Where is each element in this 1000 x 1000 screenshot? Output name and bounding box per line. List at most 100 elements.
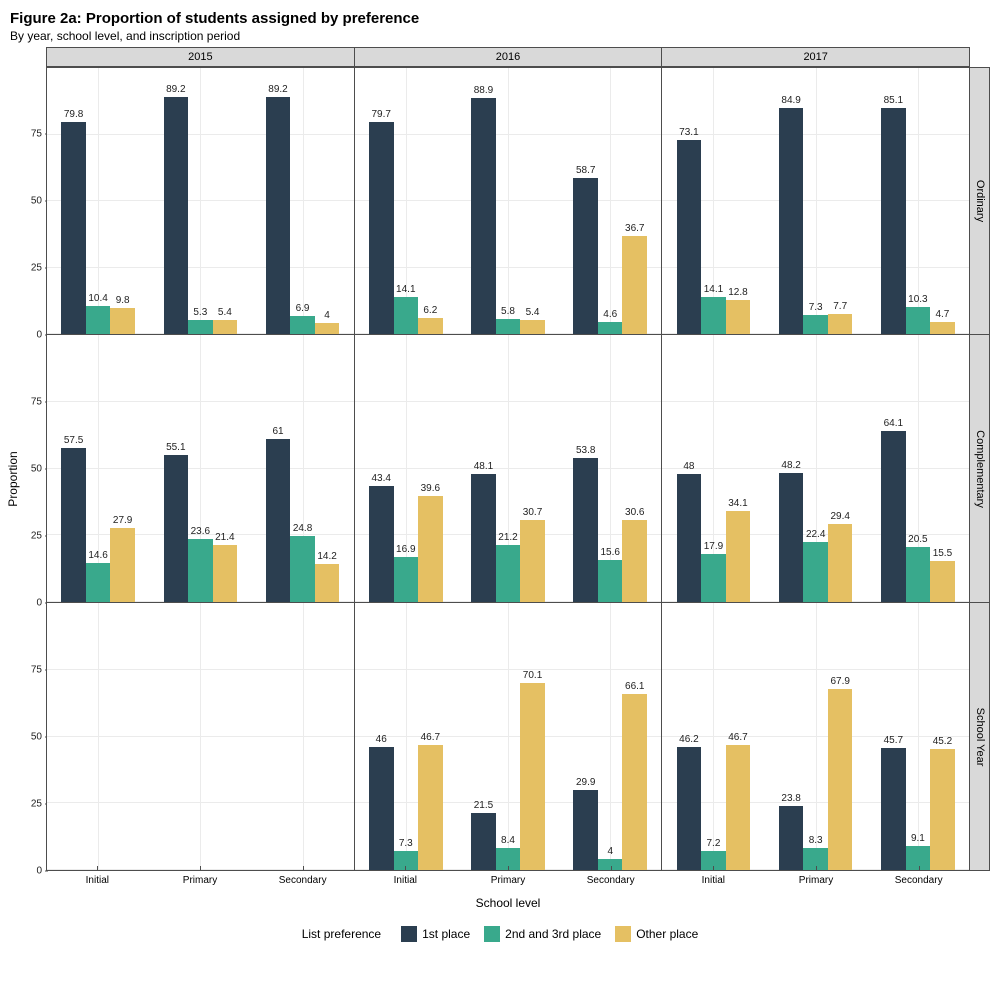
bar-value-label: 4.7: [935, 309, 949, 320]
legend-item: 2nd and 3rd place: [484, 926, 601, 942]
bar: 17.9: [701, 554, 726, 602]
legend-label: 1st place: [422, 927, 470, 941]
x-tick-label: Primary: [765, 875, 868, 886]
column-facet-strip: 2015: [46, 47, 355, 67]
bar: 5.4: [520, 320, 545, 334]
bar: 48: [677, 474, 702, 602]
bar: 7.3: [803, 315, 828, 334]
bar-value-label: 21.2: [498, 532, 517, 543]
x-axis-title: School level: [46, 896, 970, 910]
bar: 4: [315, 323, 340, 334]
bar: 89.2: [266, 97, 291, 334]
row-facet-strip: School Year: [970, 603, 990, 871]
bar-value-label: 4: [607, 846, 613, 857]
bar: 45.7: [881, 748, 906, 870]
bar: 5.8: [496, 319, 521, 334]
bar: 6.9: [290, 316, 315, 334]
bar-value-label: 9.1: [911, 833, 925, 844]
x-tick-label: Initial: [46, 875, 149, 886]
bar: 58.7: [573, 178, 598, 334]
bar-value-label: 21.4: [215, 532, 234, 543]
bar-value-label: 5.3: [193, 307, 207, 318]
panel-rows: 025507579.810.49.889.25.35.489.26.9479.7…: [10, 67, 990, 871]
bar-value-label: 39.6: [421, 483, 440, 494]
bar-value-label: 34.1: [728, 498, 747, 509]
bar: 48.1: [471, 474, 496, 602]
bar-value-label: 48.1: [474, 461, 493, 472]
bar: 7.7: [828, 314, 853, 334]
bar: 14.2: [315, 564, 340, 602]
bar: 16.9: [394, 557, 419, 602]
bar: 14.6: [86, 563, 111, 602]
bar: 46.2: [677, 747, 702, 870]
legend-swatch: [484, 926, 500, 942]
row-facet-strip: Complementary: [970, 335, 990, 603]
bar-value-label: 22.4: [806, 529, 825, 540]
bar: 22.4: [803, 542, 828, 602]
bar-value-label: 45.2: [933, 736, 952, 747]
figure-title: Figure 2a: Proportion of students assign…: [10, 10, 990, 27]
bar-value-label: 48: [683, 461, 694, 472]
bar-value-label: 46.7: [421, 732, 440, 743]
bar-value-label: 9.8: [116, 295, 130, 306]
bar-value-label: 67.9: [830, 676, 849, 687]
bar: 85.1: [881, 108, 906, 334]
bar-value-label: 10.3: [908, 294, 927, 305]
bar-value-label: 61: [272, 426, 283, 437]
x-ticks: InitialPrimarySecondary: [662, 871, 970, 886]
panel: 43.416.939.648.121.230.753.815.630.6: [355, 335, 663, 603]
legend: List preference 1st place2nd and 3rd pla…: [10, 926, 990, 942]
bar: 5.3: [188, 320, 213, 334]
bar-value-label: 14.1: [396, 284, 415, 295]
column-facet-strip: 2016: [355, 47, 663, 67]
legend-swatch: [401, 926, 417, 942]
bar-value-label: 5.4: [218, 307, 232, 318]
bar-value-label: 48.2: [781, 460, 800, 471]
bar: 10.4: [86, 306, 111, 334]
y-tick-label: 50: [31, 196, 42, 207]
y-tick-label: 25: [31, 799, 42, 810]
x-ticks: InitialPrimarySecondary: [46, 871, 354, 886]
panel: 4817.934.148.222.429.464.120.515.5: [662, 335, 970, 603]
bar: 15.5: [930, 561, 955, 602]
panel-grid: Proportion 201520162017 025507579.810.49…: [10, 47, 990, 910]
bar: 4.6: [598, 322, 623, 334]
bar-value-label: 10.4: [88, 293, 107, 304]
x-tick-label: Initial: [354, 875, 457, 886]
bar: 9.8: [110, 308, 135, 334]
x-tick-label: Initial: [662, 875, 765, 886]
panel: 79.714.16.288.95.85.458.74.636.7: [355, 67, 663, 335]
figure-2a: Figure 2a: Proportion of students assign…: [10, 10, 990, 942]
legend-item: Other place: [615, 926, 698, 942]
bar-value-label: 6.2: [423, 305, 437, 316]
x-tick-label: Secondary: [867, 875, 970, 886]
bar: 67.9: [828, 689, 853, 870]
bar-value-label: 29.9: [576, 777, 595, 788]
panel: 73.114.112.884.97.37.785.110.34.7: [662, 67, 970, 335]
bar-value-label: 14.2: [317, 551, 336, 562]
bar-value-label: 23.6: [191, 526, 210, 537]
bar-value-label: 14.6: [88, 550, 107, 561]
bar-value-label: 8.3: [809, 835, 823, 846]
y-tick-label: 75: [31, 665, 42, 676]
panel: 79.810.49.889.25.35.489.26.94: [46, 67, 355, 335]
bar: 30.6: [622, 520, 647, 602]
bar-value-label: 57.5: [64, 435, 83, 446]
bar-value-label: 14.1: [704, 284, 723, 295]
y-tick-label: 25: [31, 263, 42, 274]
bar-value-label: 73.1: [679, 127, 698, 138]
bar: 89.2: [164, 97, 189, 334]
bar-value-label: 66.1: [625, 681, 644, 692]
bar-value-label: 29.4: [830, 511, 849, 522]
bar: 66.1: [622, 694, 647, 870]
bar-value-label: 70.1: [523, 670, 542, 681]
bar: 70.1: [520, 683, 545, 870]
bar-value-label: 21.5: [474, 800, 493, 811]
bar-value-label: 24.8: [293, 523, 312, 534]
bar: 21.5: [471, 813, 496, 870]
bar: 5.4: [213, 320, 238, 334]
bar-value-label: 30.7: [523, 507, 542, 518]
legend-item: 1st place: [401, 926, 470, 942]
bar-value-label: 36.7: [625, 223, 644, 234]
bar-value-label: 89.2: [268, 84, 287, 95]
